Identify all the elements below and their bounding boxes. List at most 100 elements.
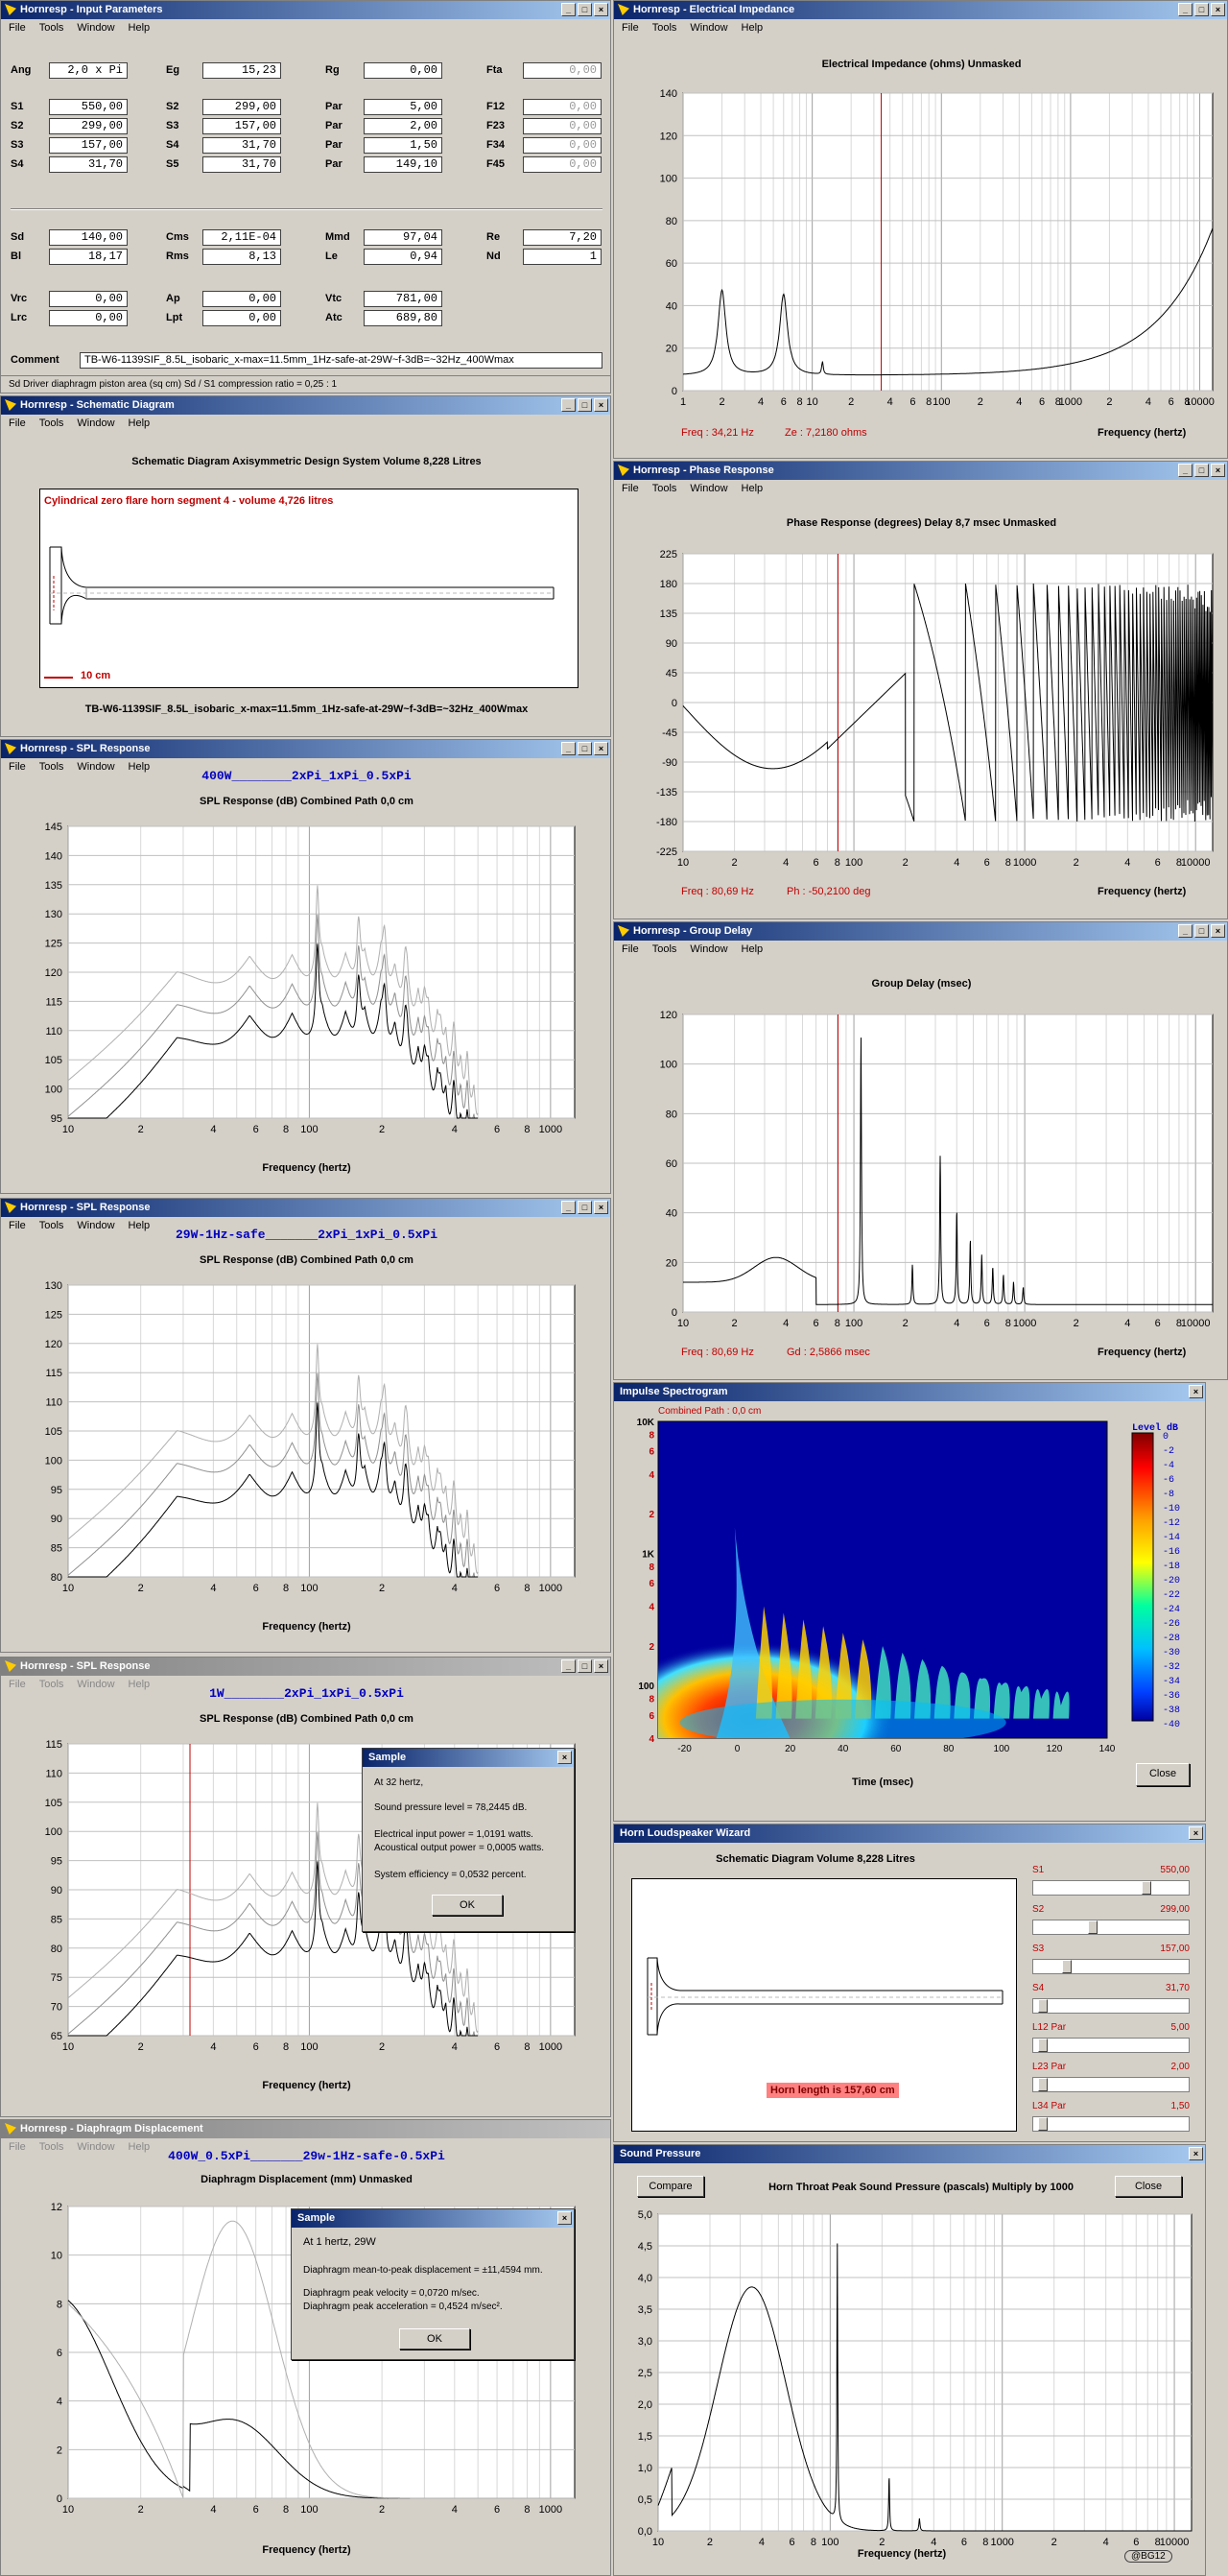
title-bar[interactable]: Horn Loudspeaker Wizard × [614, 1825, 1205, 1843]
close-button[interactable]: × [1211, 3, 1225, 16]
minimize-button[interactable]: _ [1178, 924, 1193, 938]
minimize-button[interactable]: _ [1178, 3, 1193, 16]
minimize-button[interactable]: _ [561, 398, 576, 412]
param-field[interactable]: 550,00 [49, 99, 128, 115]
param-field[interactable]: 0,00 [523, 137, 602, 154]
menu-file[interactable]: File [622, 483, 639, 494]
title-bar[interactable]: Hornresp - Input Parameters _ □ × [1, 1, 610, 19]
comment-field[interactable]: TB-W6-1139SIF_8.5L_isobaric_x-max=11.5mm… [80, 352, 602, 369]
menu-file[interactable]: File [9, 2141, 26, 2153]
menu-window[interactable]: Window [690, 22, 728, 34]
param-field[interactable]: 2,0 x Pi [49, 62, 128, 79]
param-field[interactable]: 31,70 [202, 137, 281, 154]
param-field[interactable]: 689,80 [364, 310, 442, 326]
title-bar[interactable]: Hornresp - Phase Response _ □ × [614, 462, 1227, 480]
maximize-button[interactable]: □ [578, 1659, 592, 1673]
param-slider[interactable] [1032, 2077, 1190, 2092]
menu-file[interactable]: File [9, 761, 26, 773]
ok-button[interactable]: OK [432, 1895, 503, 1916]
param-field[interactable]: 149,10 [364, 156, 442, 173]
compare-button[interactable]: Compare [637, 2176, 704, 2197]
menu-help[interactable]: Help [128, 417, 151, 429]
close-button[interactable]: × [1211, 924, 1225, 938]
param-slider[interactable] [1032, 2038, 1190, 2053]
param-field[interactable]: 0,00 [49, 291, 128, 307]
param-field[interactable]: 31,70 [49, 156, 128, 173]
close-button[interactable]: × [557, 2211, 572, 2225]
slider-thumb[interactable] [1088, 1920, 1098, 1934]
param-slider[interactable] [1032, 2116, 1190, 2132]
close-button[interactable]: × [594, 3, 608, 16]
minimize-button[interactable]: _ [561, 1659, 576, 1673]
param-field[interactable]: 0,00 [523, 99, 602, 115]
menu-tools[interactable]: Tools [38, 1679, 64, 1690]
menu-file[interactable]: File [9, 22, 26, 34]
close-button[interactable]: Close [1136, 1763, 1190, 1786]
menu-help[interactable]: Help [128, 761, 151, 773]
param-field[interactable]: 299,00 [202, 99, 281, 115]
menu-file[interactable]: File [9, 417, 26, 429]
title-bar[interactable]: Sound Pressure × [614, 2145, 1205, 2163]
menu-window[interactable]: Window [77, 1679, 115, 1690]
menu-tools[interactable]: Tools [651, 483, 677, 494]
param-field[interactable]: 2,00 [364, 118, 442, 134]
param-field[interactable]: 0,00 [523, 118, 602, 134]
menu-window[interactable]: Window [690, 483, 728, 494]
maximize-button[interactable]: □ [578, 1201, 592, 1214]
param-field[interactable]: 157,00 [202, 118, 281, 134]
close-button[interactable]: × [1189, 1826, 1203, 1840]
param-slider[interactable] [1032, 1920, 1190, 1935]
phase-chart[interactable]: -225 -180 -135 -90 -45 0 45 90 135 180 225 10 2 4 6 8 10… [614, 546, 1227, 872]
param-field[interactable]: 0,00 [202, 291, 281, 307]
slider-thumb[interactable] [1037, 1999, 1048, 2013]
maximize-button[interactable]: □ [1194, 924, 1209, 938]
param-field[interactable]: 18,17 [49, 249, 128, 265]
close-button[interactable]: × [594, 1201, 608, 1214]
dialog-title-bar[interactable]: Sample × [363, 1749, 574, 1767]
param-field[interactable]: 2,11E-04 [202, 229, 281, 246]
title-bar[interactable]: Hornresp - SPL Response _ □ × [1, 740, 610, 758]
param-field[interactable]: 0,00 [523, 62, 602, 79]
sound-pressure-chart[interactable]: 0,0 0,5 1,0 1,5 2,0 2,5 3,0 3,5 4,0 4,5 5,0 10 2 4 6 8 1… [614, 2206, 1205, 2562]
param-field[interactable]: 7,20 [523, 229, 602, 246]
slider-thumb[interactable] [1037, 2039, 1048, 2052]
slider-thumb[interactable] [1037, 2117, 1048, 2131]
title-bar[interactable]: Hornresp - Schematic Diagram _ □ × [1, 396, 610, 415]
title-bar[interactable]: Hornresp - Group Delay _ □ × [614, 922, 1227, 941]
param-field[interactable]: 0,94 [364, 249, 442, 265]
close-button[interactable]: × [594, 398, 608, 412]
param-field[interactable]: 0,00 [364, 62, 442, 79]
minimize-button[interactable]: _ [561, 742, 576, 755]
impedance-chart[interactable]: 0 20 40 60 80 100 120 140 1 2 4 6 8 10 2 4 6 8 100 2 4 6 8 1000… [614, 85, 1227, 412]
close-button[interactable]: × [594, 742, 608, 755]
slider-thumb[interactable] [1037, 2078, 1048, 2091]
menu-help[interactable]: Help [128, 2141, 151, 2153]
menu-help[interactable]: Help [741, 483, 764, 494]
param-slider[interactable] [1032, 1959, 1190, 1974]
maximize-button[interactable]: □ [1194, 464, 1209, 477]
param-field[interactable]: 0,00 [523, 156, 602, 173]
title-bar[interactable]: Hornresp - SPL Response _ □ × [1, 1658, 610, 1676]
param-field[interactable]: 0,00 [202, 310, 281, 326]
param-slider[interactable] [1032, 1998, 1190, 2014]
menu-window[interactable]: Window [77, 22, 115, 34]
minimize-button[interactable]: _ [561, 1201, 576, 1214]
close-button[interactable]: × [1189, 2147, 1203, 2160]
menu-tools[interactable]: Tools [38, 2141, 64, 2153]
param-field[interactable]: 5,00 [364, 99, 442, 115]
param-field[interactable]: 97,04 [364, 229, 442, 246]
menu-file[interactable]: File [622, 22, 639, 34]
title-bar[interactable]: Impulse Spectrogram × [614, 1383, 1205, 1401]
ok-button[interactable]: OK [399, 2328, 470, 2349]
menu-file[interactable]: File [622, 943, 639, 955]
close-button[interactable]: × [1189, 1385, 1203, 1398]
spl-chart[interactable]: 80 85 90 95 100 105 110 115 120 125 130 10 2 4 6 8 100 2 4… [1, 1277, 610, 1652]
menu-window[interactable]: Window [690, 943, 728, 955]
menu-tools[interactable]: Tools [38, 22, 64, 34]
param-field[interactable]: 1,50 [364, 137, 442, 154]
param-slider[interactable] [1032, 1880, 1190, 1896]
param-field[interactable]: 8,13 [202, 249, 281, 265]
menu-help[interactable]: Help [128, 1220, 151, 1231]
param-field[interactable]: 31,70 [202, 156, 281, 173]
